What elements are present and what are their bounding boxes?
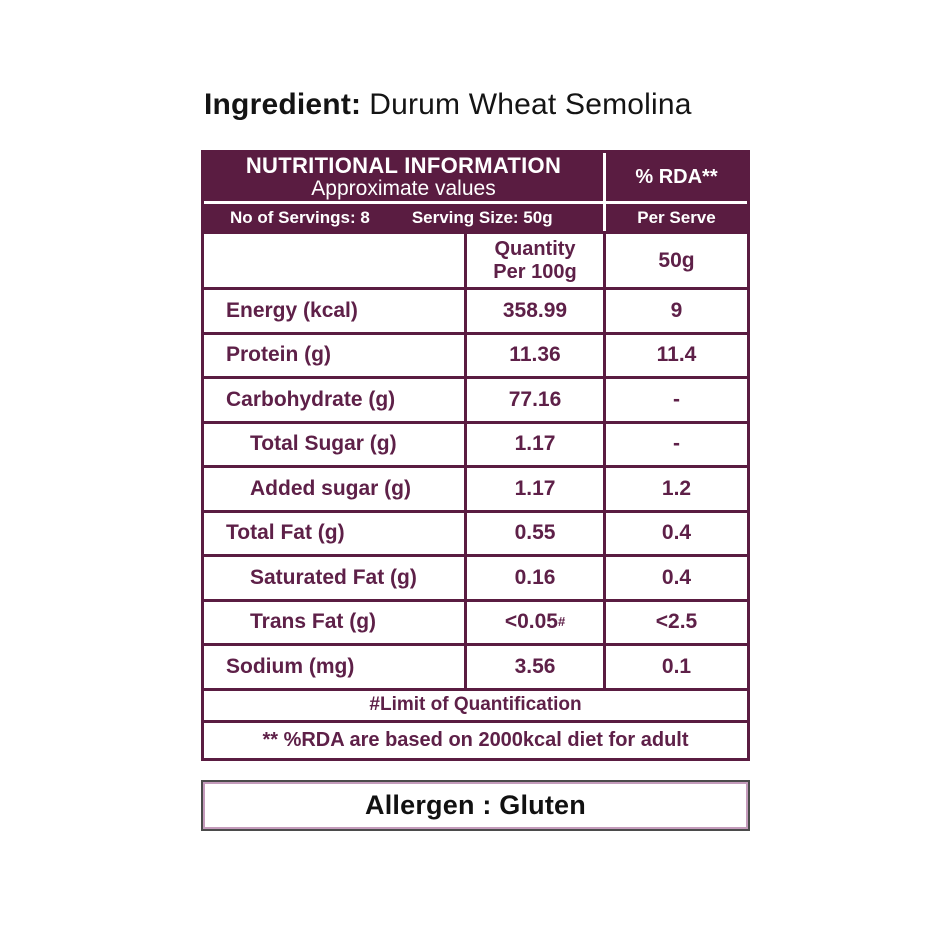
- row-label: Added sugar (g): [250, 476, 411, 500]
- header-nutritional-information: NUTRITIONAL INFORMATION Approximate valu…: [204, 153, 603, 201]
- header-subtitle: Approximate values: [311, 176, 496, 200]
- footnote-rda-basis: ** %RDA are based on 2000kcal diet for a…: [204, 719, 747, 758]
- ingredient-title-value: Durum Wheat Semolina: [369, 88, 692, 121]
- quantity-line1: Quantity: [494, 238, 576, 261]
- row-label: Protein (g): [226, 343, 331, 367]
- allergen-box: Allergen : Gluten: [201, 780, 750, 831]
- row-label: Trans Fat (g): [250, 610, 377, 634]
- table-row-protein: Protein (g) 11.36 11.4: [204, 331, 747, 376]
- column-header-serve-qty: 50g: [603, 234, 747, 287]
- table-row-total-sugar: Total Sugar (g) 1.17 -: [204, 420, 747, 465]
- row-rda: 0.1: [603, 646, 747, 688]
- row-rda: 0.4: [603, 557, 747, 599]
- row-per100: 77.16: [464, 379, 603, 421]
- table-row-trans-fat: Trans Fat (g) <0.05 # <2.5: [204, 598, 747, 643]
- row-per100: 1.17: [464, 423, 603, 465]
- ingredient-title-label: Ingredient:: [204, 88, 362, 121]
- row-per100: 11.36: [464, 334, 603, 376]
- row-rda: 9: [603, 290, 747, 332]
- allergen-text: Allergen : Gluten: [365, 790, 586, 820]
- servings-count: No of Servings: 8: [230, 207, 370, 227]
- header-rda: % RDA**: [603, 153, 747, 201]
- row-label: Saturated Fat (g): [250, 565, 417, 589]
- trans-fat-value: <0.05: [504, 610, 558, 634]
- serving-size: Serving Size: 50g: [411, 207, 553, 227]
- footnote-limit-of-quantification: #Limit of Quantification: [204, 687, 747, 720]
- row-per100: 3.56: [464, 646, 603, 688]
- row-label: Carbohydrate (g): [226, 387, 396, 411]
- nutrition-table: NUTRITIONAL INFORMATION Approximate valu…: [201, 150, 750, 761]
- row-rda: 11.4: [603, 334, 747, 376]
- row-label: Sodium (mg): [226, 654, 355, 678]
- row-rda: <2.5: [603, 601, 747, 643]
- row-rda: 1.2: [603, 468, 747, 510]
- row-rda: -: [603, 423, 747, 465]
- quantity-line2: Per 100g: [493, 260, 577, 283]
- header-servings: No of Servings: 8 Serving Size: 50g: [204, 204, 603, 231]
- row-rda: 0.4: [603, 512, 747, 554]
- table-row-energy: Energy (kcal) 358.99 9: [204, 287, 747, 332]
- header-per-serve: Per Serve: [603, 204, 747, 231]
- column-header-empty: [204, 234, 464, 287]
- table-row-added-sugar: Added sugar (g) 1.17 1.2: [204, 465, 747, 510]
- column-header-quantity: Quantity Per 100g: [464, 234, 603, 287]
- table-row-sodium: Sodium (mg) 3.56 0.1: [204, 643, 747, 688]
- table-header-row-1: NUTRITIONAL INFORMATION Approximate valu…: [204, 153, 747, 204]
- row-per100: <0.05 #: [464, 601, 603, 643]
- table-row-saturated-fat: Saturated Fat (g) 0.16 0.4: [204, 554, 747, 599]
- table-row-total-fat: Total Fat (g) 0.55 0.4: [204, 509, 747, 554]
- row-per100: 0.16: [464, 557, 603, 599]
- row-per100: 358.99: [464, 290, 603, 332]
- column-header-row: Quantity Per 100g 50g: [204, 231, 747, 287]
- row-per100: 0.55: [464, 512, 603, 554]
- table-header-row-2: No of Servings: 8 Serving Size: 50g Per …: [204, 204, 747, 231]
- row-label: Total Sugar (g): [250, 432, 397, 456]
- row-rda: -: [603, 379, 747, 421]
- row-label: Total Fat (g): [226, 521, 345, 545]
- row-label: Energy (kcal): [226, 298, 358, 322]
- row-per100: 1.17: [464, 468, 603, 510]
- header-title: NUTRITIONAL INFORMATION: [245, 153, 562, 179]
- table-row-carbohydrate: Carbohydrate (g) 77.16 -: [204, 376, 747, 421]
- ingredient-title: Ingredient: Durum Wheat Semolina: [204, 88, 764, 122]
